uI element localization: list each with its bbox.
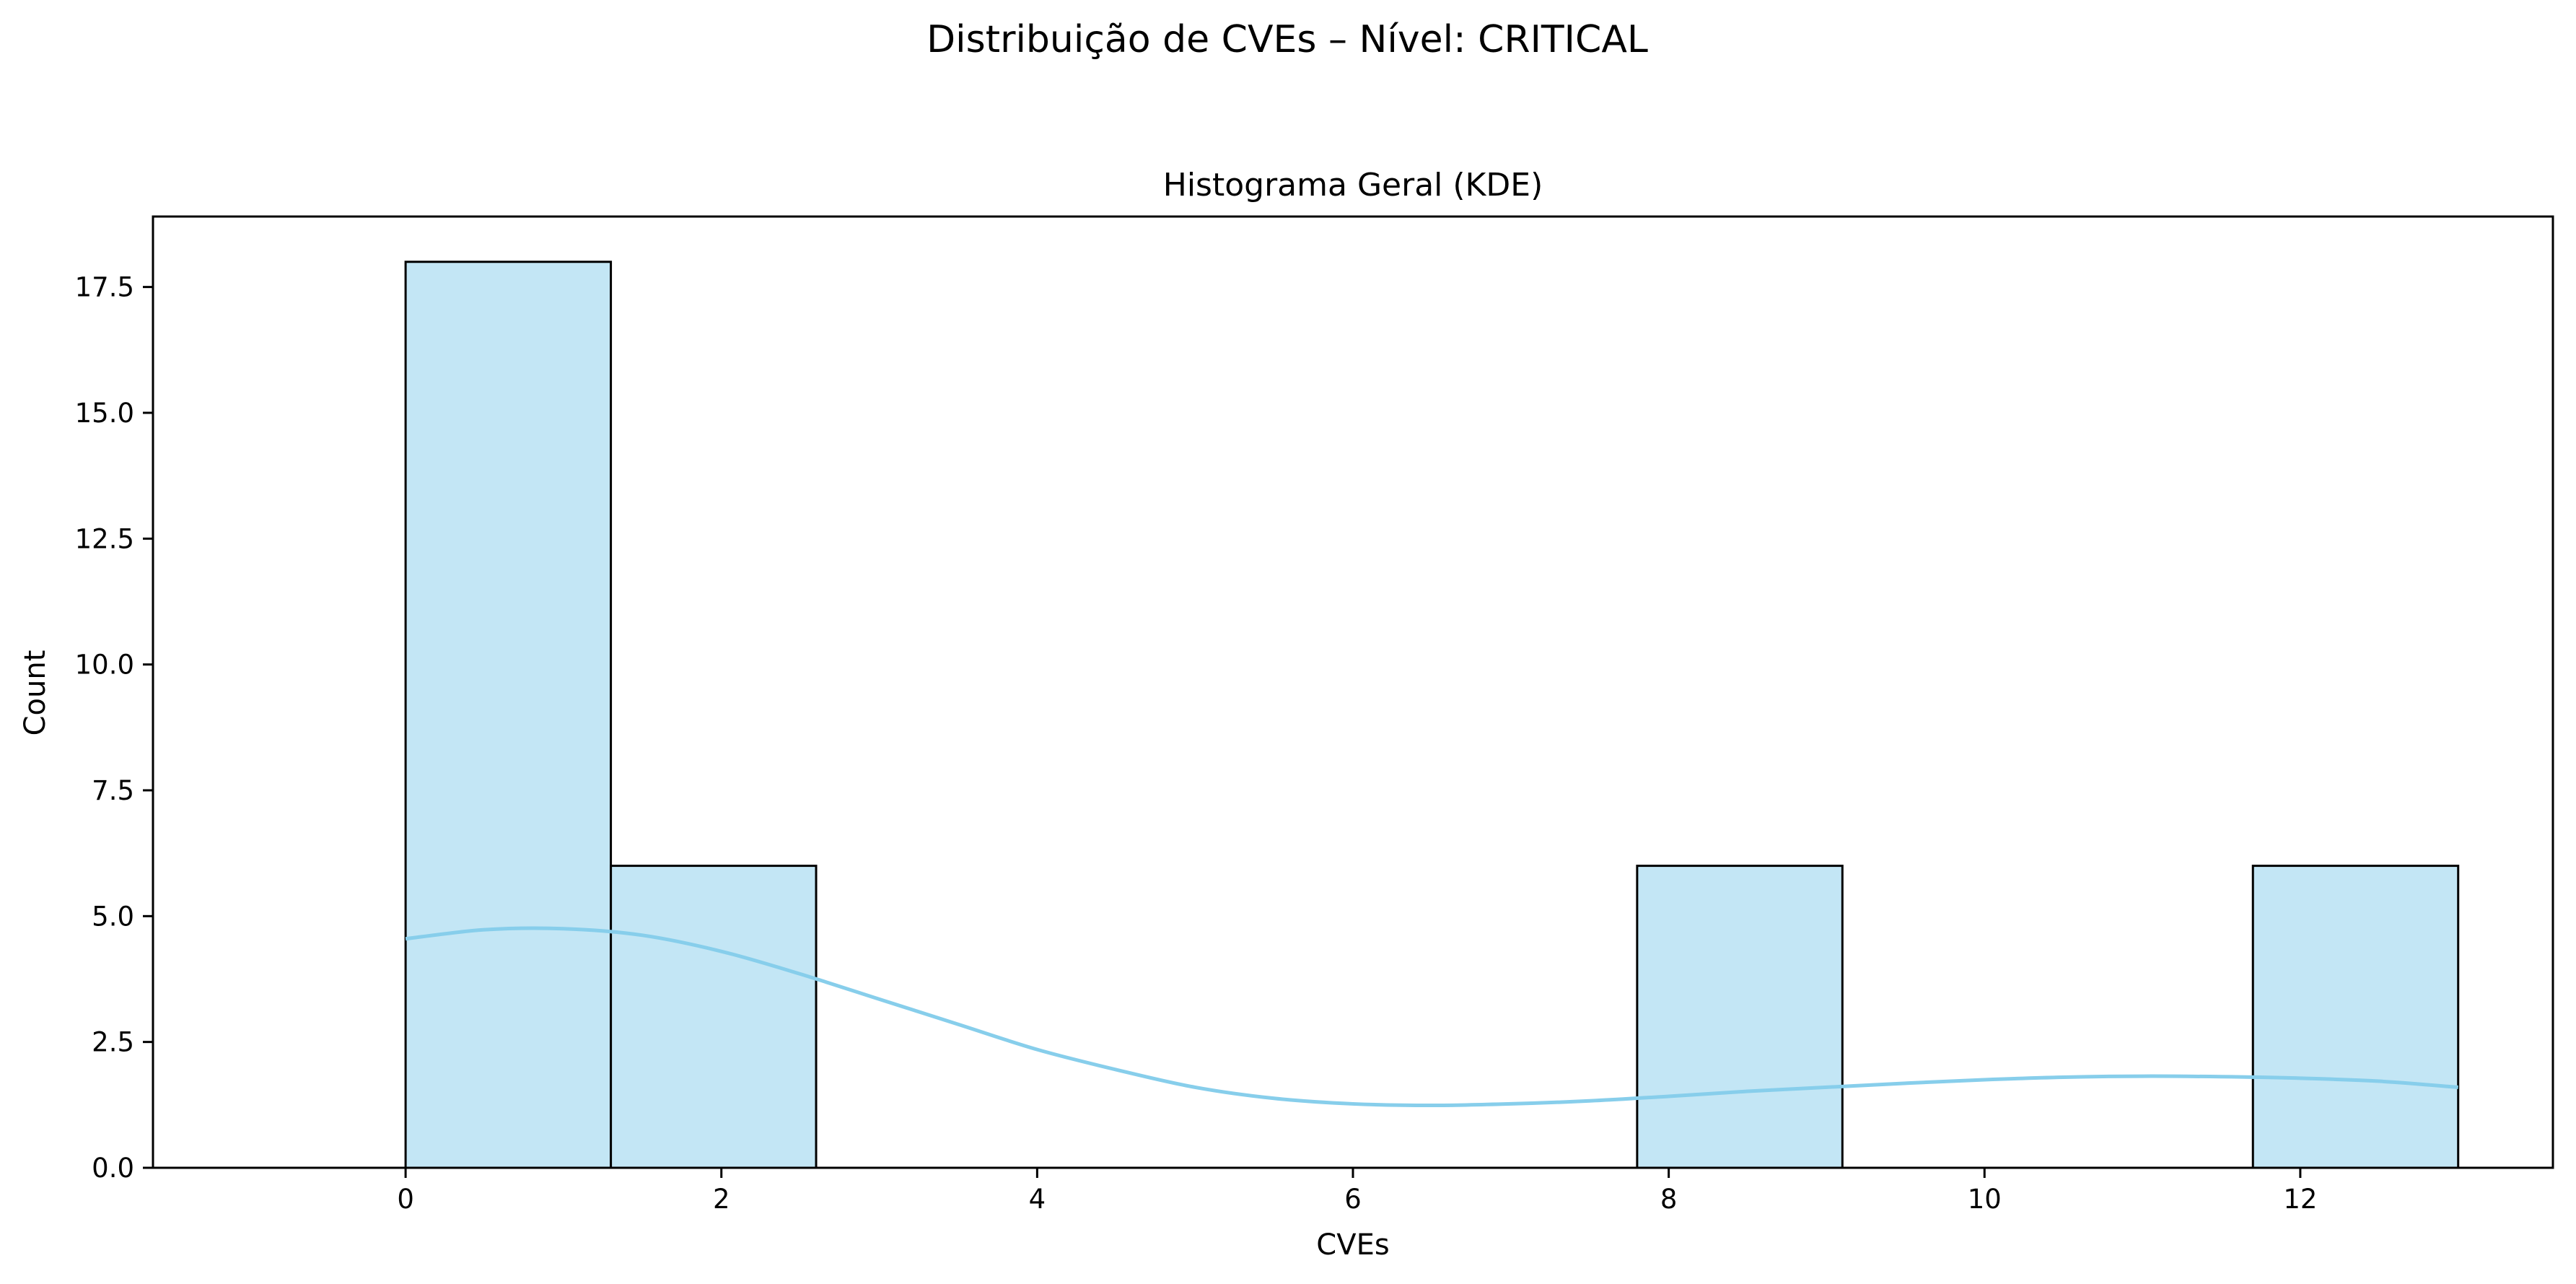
y-axis-label: Count: [19, 650, 52, 736]
y-tick-label: 2.5: [92, 1027, 134, 1058]
y-tick-label: 12.5: [75, 523, 134, 554]
histogram-bar-0: [404, 261, 613, 1169]
y-tick-label: 7.5: [92, 775, 134, 806]
x-tick-label: 4: [1029, 1184, 1046, 1215]
x-tick-label: 10: [1968, 1184, 2002, 1215]
x-tick-label: 6: [1344, 1184, 1362, 1215]
x-tick-label: 2: [713, 1184, 730, 1215]
y-tick-label: 5.0: [92, 901, 134, 932]
histogram-bars: [404, 261, 2460, 1169]
histogram-bar-9: [2251, 865, 2460, 1169]
y-tick-label: 10.0: [75, 650, 134, 681]
histogram-bar-6: [1636, 865, 1844, 1169]
x-tick-label: 12: [2283, 1184, 2317, 1215]
kde-curve: [405, 926, 2458, 1108]
y-tick-label: 0.0: [92, 1153, 134, 1184]
x-tick-label: 0: [397, 1184, 414, 1215]
y-axis-ticks: 0.0 2.5 5.0 7.5 10.0 12.5 15.0 17.5: [75, 272, 153, 1184]
x-tick-label: 8: [1660, 1184, 1678, 1215]
y-tick-label: 17.5: [75, 272, 134, 303]
histogram-bar-1: [610, 865, 818, 1169]
x-axis-label: CVEs: [1316, 1228, 1389, 1262]
figure-suptitle: Distribuição de CVEs – Nível: CRITICAL: [926, 18, 1648, 61]
axes-title: Histograma Geral (KDE): [1163, 167, 1543, 204]
y-tick-label: 15.0: [75, 398, 134, 429]
x-axis-ticks: 0 2 4 6 8 10 12: [397, 1168, 2317, 1215]
